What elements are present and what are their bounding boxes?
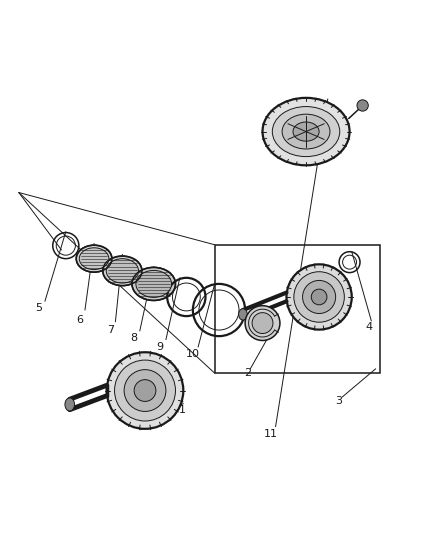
Ellipse shape <box>76 245 112 272</box>
Circle shape <box>245 305 280 341</box>
Ellipse shape <box>293 122 319 141</box>
Text: 2: 2 <box>244 368 251 378</box>
Circle shape <box>357 100 368 111</box>
Text: 3: 3 <box>335 397 342 407</box>
Ellipse shape <box>106 259 138 283</box>
Text: 6: 6 <box>76 314 83 325</box>
Bar <box>215 245 380 373</box>
Circle shape <box>124 370 166 411</box>
Text: 9: 9 <box>157 342 164 352</box>
Ellipse shape <box>65 398 74 411</box>
Ellipse shape <box>272 107 340 157</box>
Text: 11: 11 <box>264 429 278 439</box>
Circle shape <box>294 272 344 322</box>
Circle shape <box>311 289 327 305</box>
Ellipse shape <box>262 98 350 165</box>
Ellipse shape <box>136 270 172 297</box>
Ellipse shape <box>282 114 330 149</box>
Ellipse shape <box>79 248 109 270</box>
Circle shape <box>252 313 273 334</box>
Text: 1: 1 <box>179 405 186 415</box>
Ellipse shape <box>103 256 142 286</box>
Text: 7: 7 <box>106 325 114 335</box>
Circle shape <box>134 379 156 401</box>
Circle shape <box>107 352 184 429</box>
Text: 8: 8 <box>131 333 138 343</box>
Ellipse shape <box>239 309 247 320</box>
Text: 5: 5 <box>35 303 42 313</box>
Text: 10: 10 <box>186 349 200 359</box>
Circle shape <box>286 264 352 329</box>
Circle shape <box>303 280 336 313</box>
Text: 4: 4 <box>366 322 373 333</box>
Ellipse shape <box>132 268 176 301</box>
Circle shape <box>115 360 176 421</box>
